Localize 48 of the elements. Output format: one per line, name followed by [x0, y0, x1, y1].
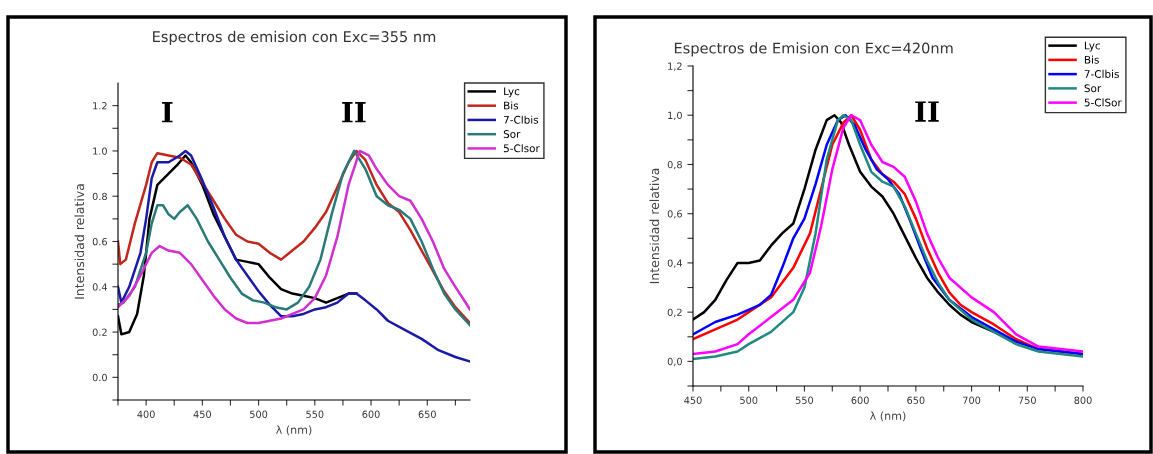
y-tick-label: 1.2: [93, 102, 107, 110]
y-tick-label: 0.2: [92, 328, 107, 336]
x-tick-label: 600: [362, 410, 380, 418]
legend-label: Lyc: [1084, 41, 1101, 52]
legend-label: 7-Clbis: [1084, 69, 1119, 78]
chart-title: Espectros de emision con Exc=355 nm: [153, 30, 436, 45]
y-tick-label: 0.0: [92, 373, 107, 382]
x-axis-title: λ (nm): [870, 411, 906, 422]
legend-label: Sor: [1084, 84, 1102, 93]
y-axis-title: Intensidad relativa: [74, 184, 85, 299]
x-tick-label: 650: [907, 396, 925, 404]
annotation: II: [915, 101, 939, 122]
x-tick-label: 500: [250, 410, 268, 418]
x-axis-title: λ (nm): [276, 425, 312, 436]
x-tick-label: 700: [963, 396, 981, 404]
y-axis-title: Intensidad relativa: [649, 168, 660, 284]
legend-label: 5-ClSor: [1084, 98, 1122, 107]
x-tick-label: 750: [1018, 396, 1036, 404]
x-tick-label: 550: [306, 410, 324, 418]
y-tick-label: 1.0: [93, 147, 107, 155]
x-tick-label: 450: [684, 396, 702, 404]
y-tick-label: 0.6: [92, 237, 107, 246]
y-tick-label: 0,8: [667, 160, 682, 170]
x-tick-label: 600: [851, 396, 869, 404]
y-tick-label: 0.8: [92, 192, 107, 201]
legend-label: Bis: [1084, 55, 1099, 64]
x-tick-label: 450: [193, 410, 211, 418]
legend-label: Lyc: [504, 87, 520, 98]
annotation: I: [162, 102, 173, 123]
y-tick-label: 0,6: [667, 210, 682, 219]
x-tick-label: 650: [418, 410, 436, 418]
x-tick-label: 400: [137, 410, 155, 418]
annotation: II: [342, 102, 366, 123]
chart-title: Espectros de Emision con Exc=420nm: [674, 42, 953, 57]
legend-label: 5-Clsor: [503, 144, 540, 153]
x-tick-label: 800: [1074, 396, 1092, 404]
y-tick-label: 0.4: [92, 283, 108, 291]
y-tick-label: 1,0: [668, 111, 682, 121]
y-tick-label: 0,2: [667, 308, 682, 317]
legend-label: Bis: [504, 101, 519, 110]
line-series: [118, 149, 470, 363]
y-tick-label: 1,2: [668, 62, 682, 71]
y-tick-label: 0,4: [667, 259, 683, 268]
y-tick-label: 0,0: [667, 357, 682, 367]
x-tick-label: 550: [795, 396, 814, 404]
legend-label: 7-Clbis: [503, 115, 539, 124]
legend-label: Sor: [503, 130, 521, 138]
x-tick-label: 500: [740, 396, 758, 404]
